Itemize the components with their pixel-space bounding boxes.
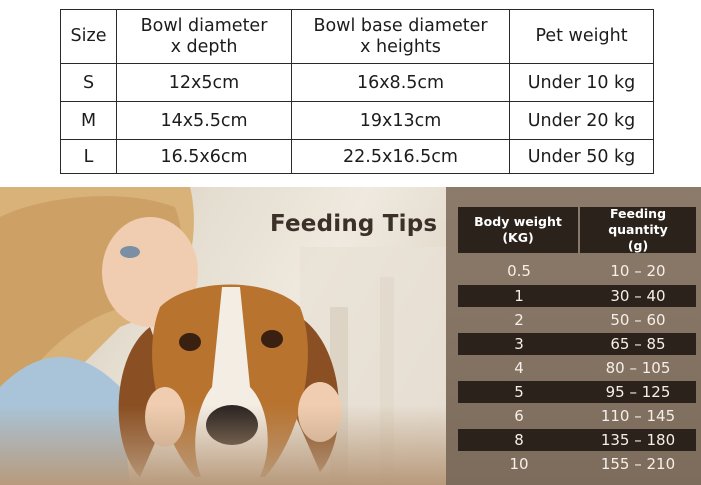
header-bowl-diameter: Bowl diameter x depth xyxy=(116,9,292,64)
feeding-row: 2 50 – 60 xyxy=(458,309,696,331)
header-bowl-base-line1: Bowl base diameter xyxy=(313,15,488,36)
header-body-weight: Body weight (KG) xyxy=(458,207,578,253)
cell-size: L xyxy=(60,139,117,174)
floor-shade xyxy=(0,405,446,485)
feeding-weight: 6 xyxy=(514,407,524,425)
size-table: Size Bowl diameter x depth Bowl base dia… xyxy=(60,9,654,174)
cell-size: S xyxy=(60,63,117,102)
table-row: M 14x5.5cm 19x13cm Under 20 kg xyxy=(60,101,654,140)
feeding-quantity: 95 – 125 xyxy=(605,383,671,401)
cell-base: 19x13cm xyxy=(291,101,510,140)
feeding-row: 5 95 – 125 xyxy=(458,381,696,403)
cell-weight: Under 10 kg xyxy=(509,63,654,102)
header-bowl-diameter-line2: x depth xyxy=(170,36,238,57)
table-row: S 12x5cm 16x8.5cm Under 10 kg xyxy=(60,63,654,102)
feeding-quantity: 155 – 210 xyxy=(600,455,676,473)
feeding-weight: 1 xyxy=(514,287,524,305)
feeding-quantity: 30 – 40 xyxy=(610,287,666,305)
feeding-row: 3 65 – 85 xyxy=(458,333,696,355)
feeding-row: 10 155 – 210 xyxy=(458,453,696,475)
feeding-row: 4 80 – 105 xyxy=(458,357,696,379)
feeding-weight: 10 xyxy=(509,455,529,473)
header-size: Size xyxy=(60,9,117,64)
feeding-tips-title: Feeding Tips xyxy=(270,211,438,237)
header-pet-weight: Pet weight xyxy=(509,9,654,64)
feeding-quantity: 110 – 145 xyxy=(600,407,676,425)
feeding-quantity: 10 – 20 xyxy=(610,262,666,280)
feeding-quantity: 50 – 60 xyxy=(610,311,666,329)
header-feeding-quantity: Feeding quantity (g) xyxy=(580,206,696,253)
cell-bowl: 12x5cm xyxy=(116,63,292,102)
feeding-weight: 2 xyxy=(514,311,524,329)
cell-bowl: 14x5.5cm xyxy=(116,101,292,140)
feeding-weight: 5 xyxy=(514,383,524,401)
feeding-row: 0.5 10 – 20 xyxy=(458,260,696,282)
feeding-row: 1 30 – 40 xyxy=(458,285,696,307)
header-body-weight-line2: (KG) xyxy=(502,230,534,245)
feeding-panel: Feeding Tips Body weight (KG) Feeding qu… xyxy=(0,187,701,485)
feeding-quantity: 80 – 105 xyxy=(605,359,671,377)
header-bowl-base-line2: x heights xyxy=(360,36,441,57)
feeding-row: 6 110 – 145 xyxy=(458,405,696,427)
feeding-weight: 3 xyxy=(514,335,524,353)
feeding-quantity: 135 – 180 xyxy=(600,431,676,449)
feeding-weight: 0.5 xyxy=(507,262,531,280)
header-body-weight-line1: Body weight xyxy=(474,214,562,229)
feeding-weight: 8 xyxy=(514,431,524,449)
cell-weight: Under 50 kg xyxy=(509,139,654,174)
cell-base: 22.5x16.5cm xyxy=(291,139,510,174)
header-bowl-base: Bowl base diameter x heights xyxy=(291,9,510,64)
cell-weight: Under 20 kg xyxy=(509,101,654,140)
header-bowl-diameter-line1: Bowl diameter xyxy=(140,15,268,36)
cell-bowl: 16.5x6cm xyxy=(116,139,292,174)
header-feeding-quantity-line1: Feeding quantity xyxy=(608,206,668,237)
cell-size: M xyxy=(60,101,117,140)
child-dog-photo: Feeding Tips xyxy=(0,187,446,485)
cell-base: 16x8.5cm xyxy=(291,63,510,102)
feeding-quantity: 65 – 85 xyxy=(610,335,666,353)
feeding-weight: 4 xyxy=(514,359,524,377)
header-feeding-quantity-line2: (g) xyxy=(627,238,649,253)
size-table-header: Size Bowl diameter x depth Bowl base dia… xyxy=(60,9,654,64)
feeding-row: 8 135 – 180 xyxy=(458,429,696,451)
table-row: L 16.5x6cm 22.5x16.5cm Under 50 kg xyxy=(60,139,654,174)
